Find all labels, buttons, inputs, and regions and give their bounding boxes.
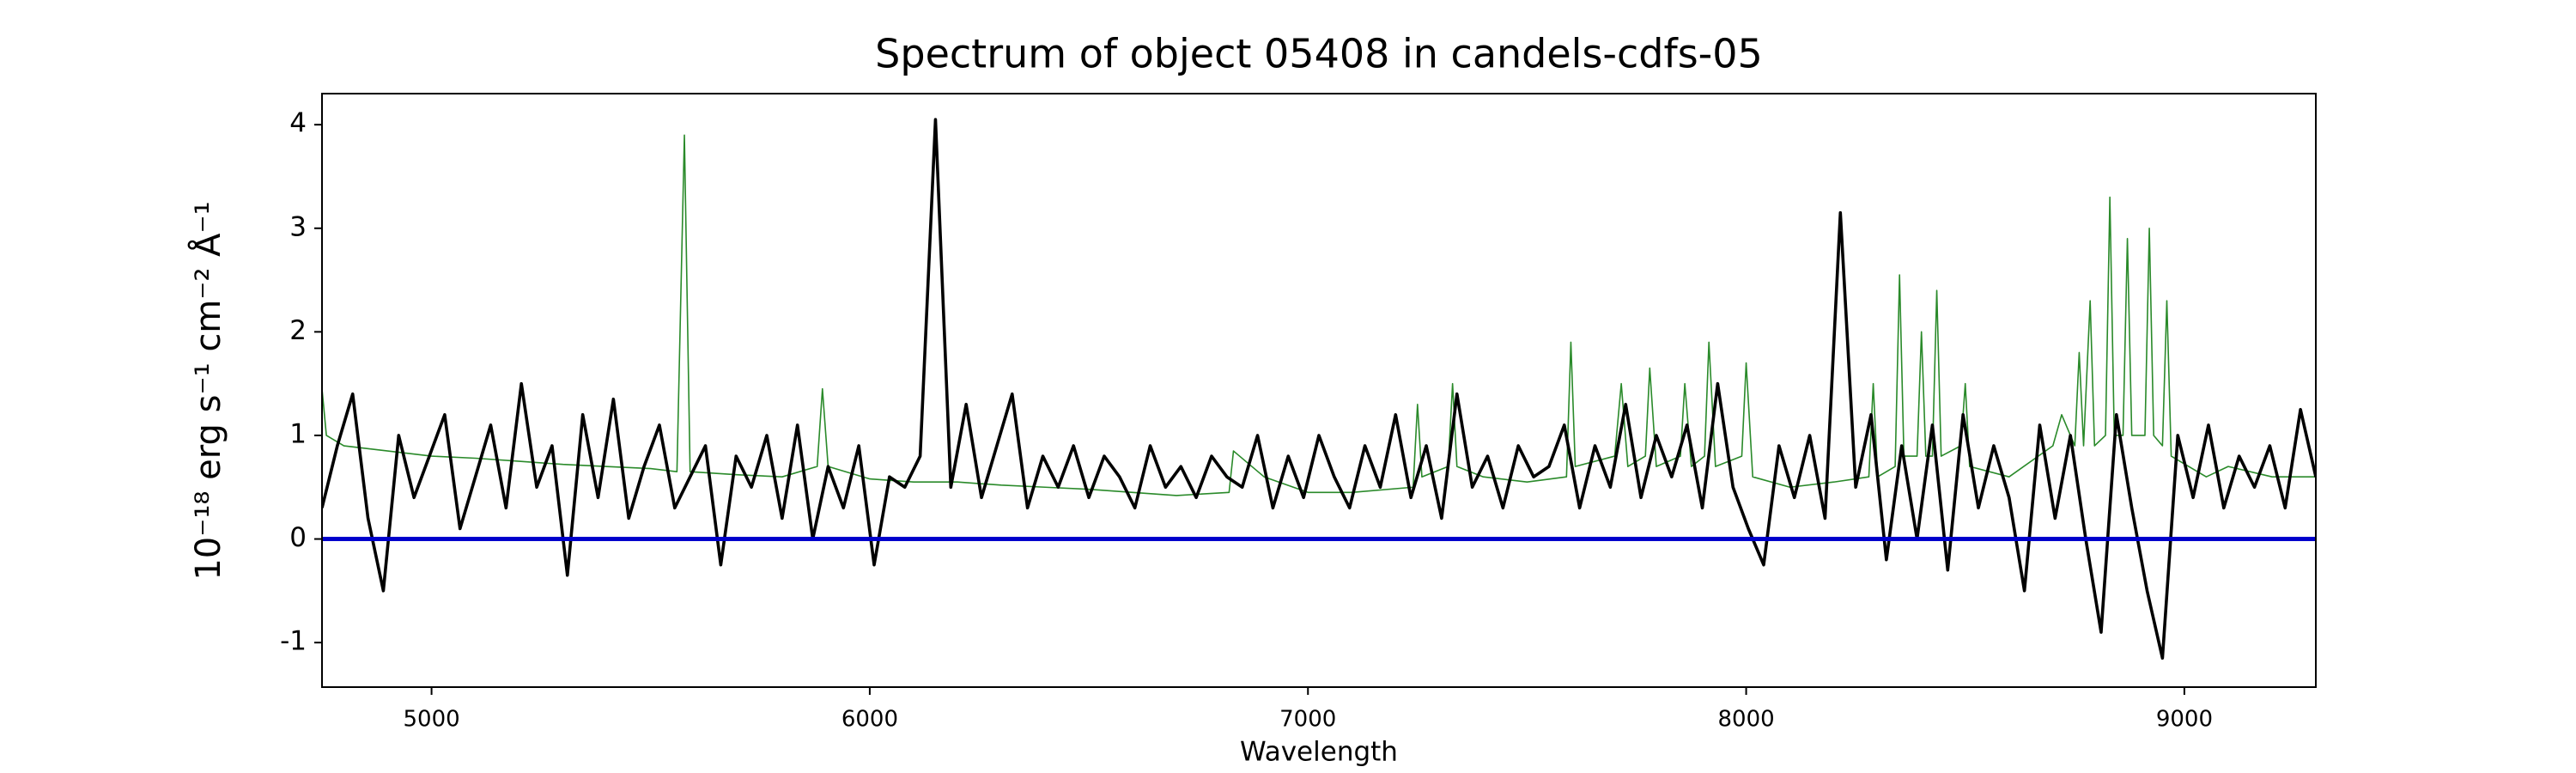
plot-frame <box>321 93 2317 688</box>
x-tick-label: 5000 <box>403 707 459 733</box>
x-tick-label: 7000 <box>1279 707 1336 733</box>
y-axis-label: 10⁻¹⁸ erg s⁻¹ cm⁻² Å⁻¹ <box>187 201 228 580</box>
y-tick-label: 1 <box>289 418 307 449</box>
x-tick-label: 9000 <box>2156 707 2213 733</box>
chart-title: Spectrum of object 05408 in candels-cdfs… <box>875 31 1763 77</box>
spectrum-line <box>322 134 2316 496</box>
plot-area <box>322 118 2316 660</box>
x-axis-label: Wavelength <box>1240 737 1398 768</box>
x-tick-label: 6000 <box>841 707 898 733</box>
spectrum-line <box>322 118 2316 660</box>
y-tick-label: 2 <box>289 315 307 346</box>
y-tick-label: 0 <box>289 522 307 553</box>
y-tick-label: 3 <box>289 211 307 242</box>
x-tick-label: 8000 <box>1717 707 1774 733</box>
y-tick-label: 4 <box>289 108 307 139</box>
y-tick-label: -1 <box>280 626 307 657</box>
